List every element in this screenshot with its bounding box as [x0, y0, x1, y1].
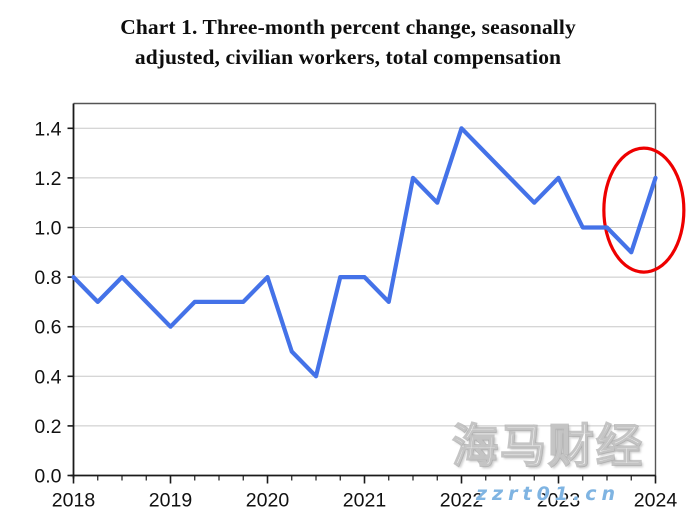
x-axis-tick-label: 2022 — [440, 490, 483, 512]
x-axis-tick-label: 2020 — [246, 490, 290, 512]
chart-title-line-1: Chart 1. Three-month percent change, sea… — [120, 15, 576, 39]
x-axis-tick-labels-group: 2018 2019 2020 2021 2022 2023 2024 — [52, 490, 678, 512]
x-axis-major-ticks-group — [72, 475, 657, 484]
y-axis-tick-labels-group: 0.0 0.2 0.4 0.6 0.8 1.0 1.2 1.4 — [34, 118, 61, 487]
y-axis-tick-label: 0.6 — [34, 317, 61, 339]
y-axis-tick-label: 0.2 — [34, 416, 61, 438]
red-ellipse-highlight-icon — [602, 146, 686, 274]
data-series-line — [71, 126, 658, 379]
x-axis-tick-label: 2024 — [634, 490, 678, 512]
y-axis-tick-label: 0.0 — [34, 466, 61, 488]
y-axis-tick-label: 1.0 — [34, 218, 61, 240]
chart-title: Chart 1. Three-month percent change, sea… — [0, 12, 696, 72]
chart-title-line-2: adjusted, civilian workers, total compen… — [134, 45, 562, 69]
y-axis-tick-label: 0.4 — [34, 366, 61, 388]
x-axis-tick-label: 2023 — [537, 490, 580, 512]
x-axis-tick-label: 2019 — [149, 490, 192, 512]
x-axis-tick-label: 2018 — [52, 490, 95, 512]
y-axis-tick-label: 1.2 — [34, 168, 61, 190]
x-axis-tick-label: 2021 — [343, 490, 386, 512]
y-axis-tick-label: 1.4 — [34, 118, 61, 140]
y-axis-tick-label: 0.8 — [34, 267, 61, 289]
